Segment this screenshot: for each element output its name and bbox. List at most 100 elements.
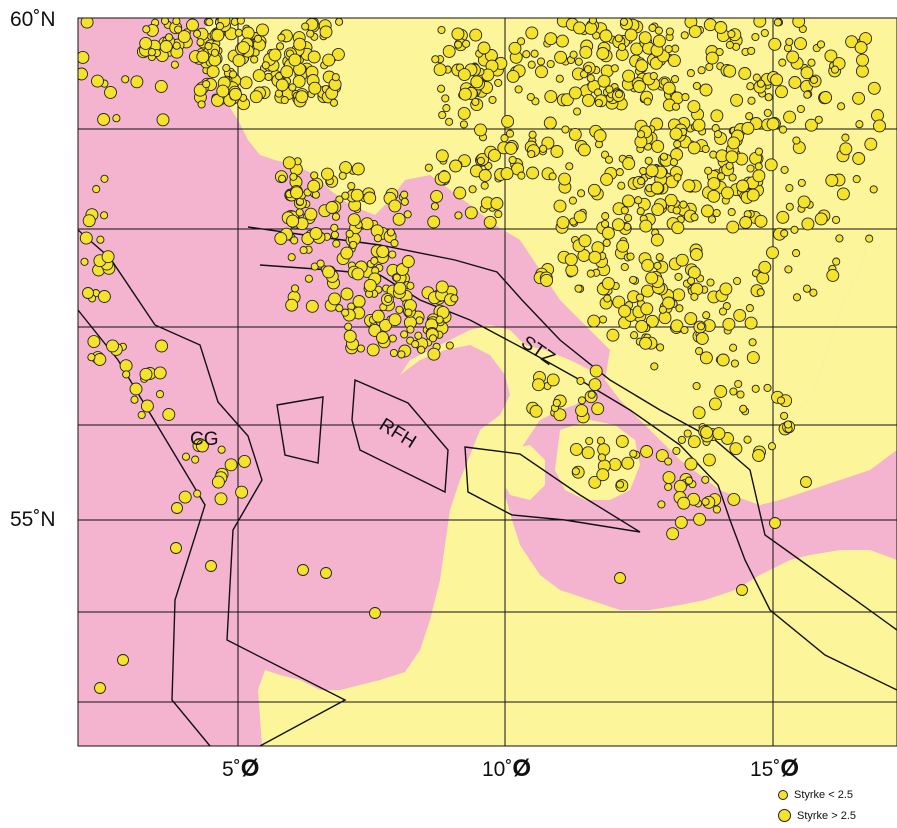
earthquake-marker [93,353,107,366]
earthquake-marker [494,78,503,87]
earthquake-marker [671,221,685,235]
earthquake-marker [614,90,624,99]
earthquake-marker [756,271,770,285]
earthquake-marker [596,47,610,60]
earthquake-marker [729,343,738,352]
earthquake-marker [215,22,225,31]
earthquake-marker [401,255,415,268]
earthquake-marker [588,18,597,25]
earthquake-marker [736,390,745,399]
earthquake-marker [308,81,322,95]
earthquake-marker [345,229,354,238]
earthquake-marker [217,445,226,454]
earthquake-marker [159,40,173,53]
earthquake-marker [714,21,728,34]
earthquake-marker [544,32,558,46]
earthquake-marker [658,311,672,325]
earthquake-marker [529,404,543,418]
earthquake-marker [809,288,818,297]
earthquake-marker [686,69,695,78]
earthquake-marker [785,37,794,46]
earthquake-marker [764,93,773,102]
legend-item-large: Styrke > 2.5 [778,809,856,822]
earthquake-marker [766,246,779,260]
legend-label-large: Styrke > 2.5 [797,809,857,822]
earthquake-marker [97,290,111,303]
earthquake-marker [710,109,724,123]
earthquake-marker [414,331,423,340]
earthquake-marker [674,515,688,529]
earthquake-marker [568,127,582,141]
earthquake-marker [814,212,828,226]
earthquake-marker [677,435,686,444]
earthquake-marker [543,116,557,130]
earthquake-marker [544,90,558,104]
earthquake-marker [388,313,402,327]
earthquake-marker [155,390,165,399]
earthquake-marker [736,179,750,193]
earthquake-marker [830,65,840,74]
earthquake-marker [290,284,300,293]
earthquake-marker [746,188,760,202]
earthquake-marker [754,162,763,171]
earthquake-marker [788,76,802,89]
map-frame [77,17,897,747]
earthquake-marker [321,167,334,181]
earthquake-marker [451,27,465,41]
earthquake-marker [690,248,703,261]
earthquake-marker [664,44,673,54]
earthquake-marker [702,453,716,467]
earthquake-marker [730,359,739,368]
earthquake-marker [388,250,397,259]
earthquake-marker [767,442,777,451]
earthquake-marker [253,34,263,43]
earthquake-marker [832,257,841,266]
land-norway [200,18,897,445]
earthquake-marker [636,130,646,139]
earthquake-marker [674,272,683,281]
earthquake-marker [80,257,89,266]
earthquake-marker [400,190,409,199]
earthquake-marker [754,214,768,228]
earthquake-marker [727,208,736,217]
earthquake-marker [869,185,878,194]
earthquake-marker [744,316,758,330]
earthquake-marker [629,275,638,284]
earthquake-marker [435,280,449,294]
earthquake-marker [773,18,782,27]
earthquake-marker [864,137,878,151]
earthquake-marker [389,348,398,358]
earthquake-marker [601,212,610,221]
earthquake-marker [295,208,304,217]
earthquake-marker [615,480,625,489]
earthquake-marker [712,208,721,218]
earthquake-marker [684,457,698,471]
earthquake-marker [745,112,754,121]
earthquake-marker [278,174,287,183]
earthquake-marker [596,468,610,482]
lon-10-dir: Ø [512,755,532,782]
earthquake-marker [536,57,546,66]
earthquake-marker [804,118,818,132]
earthquake-marker [656,343,665,352]
earthquake-marker [622,69,636,83]
earthquake-marker [587,314,601,328]
earthquake-marker [204,42,213,51]
earthquake-marker [343,329,357,343]
zone-rfh-outline [351,378,449,494]
earthquake-marker [719,282,733,296]
earthquake-marker [651,203,665,217]
earthquake-marker [210,48,219,57]
earthquake-marker [478,169,492,182]
earthquake-marker [599,29,613,43]
earthquake-marker [667,54,681,68]
earthquake-marker [816,40,826,49]
earthquake-marker [147,48,156,57]
earthquake-marker [736,584,748,596]
earthquake-marker [836,187,850,201]
earthquake-marker [617,43,627,52]
earthquake-marker [140,399,154,413]
earthquake-marker [666,527,680,541]
earthquake-marker [428,334,438,343]
earthquake-marker [162,408,176,421]
